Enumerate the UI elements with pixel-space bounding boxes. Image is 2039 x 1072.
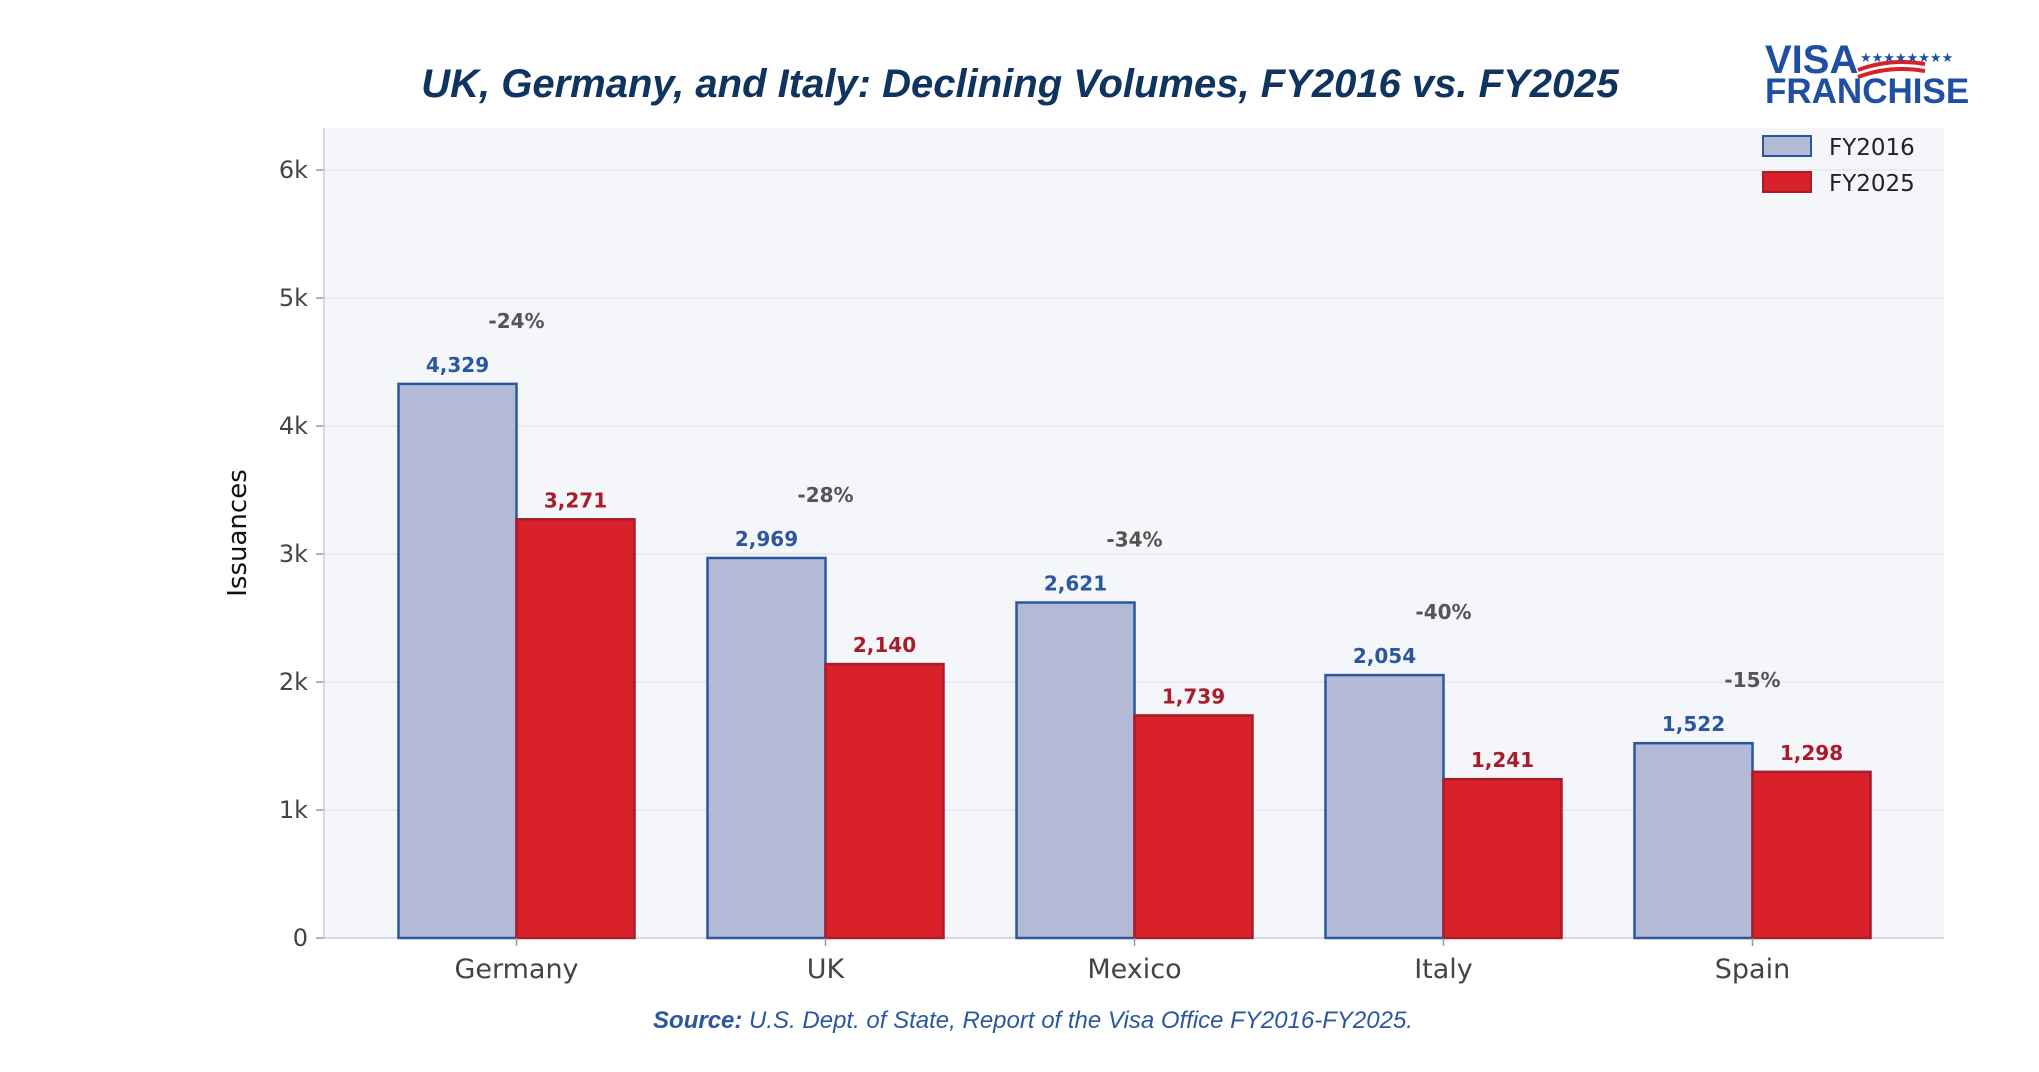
svg-text:★★★★★★★★: ★★★★★★★★ bbox=[1860, 51, 1953, 66]
x-tick-label: Italy bbox=[1414, 954, 1473, 985]
bar-fy2016-germany bbox=[397, 382, 518, 940]
bar-fy2025-uk bbox=[824, 662, 945, 940]
x-tick-label: Spain bbox=[1715, 954, 1790, 985]
pct-change-label: -34% bbox=[1106, 528, 1162, 552]
bar-fy2025-germany bbox=[515, 518, 636, 940]
bar-fy2016-uk bbox=[706, 556, 827, 940]
bar-fy2025-mexico bbox=[1133, 714, 1254, 940]
bar-fy2016-italy bbox=[1324, 673, 1445, 940]
flag-stripes-icon: ★★★★★★★★ bbox=[1857, 51, 1953, 79]
data-label-fy2016: 2,621 bbox=[1044, 572, 1107, 596]
chart-title: UK, Germany, and Italy: Declining Volume… bbox=[421, 62, 1619, 106]
x-tick-label: Mexico bbox=[1087, 954, 1181, 985]
data-label-fy2016: 4,329 bbox=[426, 353, 489, 377]
data-label-fy2016: 1,522 bbox=[1662, 712, 1725, 736]
pct-change-label: -40% bbox=[1415, 600, 1471, 624]
y-tick-label: 6k bbox=[279, 156, 308, 184]
source-prefix: Source: bbox=[653, 1007, 742, 1034]
logo-text-visa: VISA bbox=[1765, 38, 1858, 82]
y-axis-ticks: 0 1k 2k 3k 4k 5k 6k bbox=[279, 156, 324, 952]
legend-label-fy2016: FY2016 bbox=[1829, 135, 1915, 161]
y-tick-label: 1k bbox=[279, 796, 308, 824]
source-text: U.S. Dept. of State, Report of the Visa … bbox=[742, 1007, 1413, 1034]
y-tick-label: 2k bbox=[279, 668, 308, 696]
bar-fy2025-spain bbox=[1751, 770, 1872, 940]
pct-change-label: -15% bbox=[1724, 668, 1780, 692]
legend-swatch-fy2025 bbox=[1762, 171, 1812, 193]
data-label-fy2016: 2,969 bbox=[735, 527, 798, 551]
source-note: Source: U.S. Dept. of State, Report of t… bbox=[653, 1007, 1413, 1034]
data-label-fy2025: 1,298 bbox=[1780, 741, 1843, 765]
data-label-fy2025: 2,140 bbox=[853, 633, 916, 657]
logo-text-franchise: FRANCHISE bbox=[1765, 72, 1969, 111]
bar-fy2016-spain bbox=[1633, 741, 1754, 940]
y-tick-label: 0 bbox=[293, 924, 308, 952]
pct-change-label: -28% bbox=[797, 483, 853, 507]
x-tick-label: UK bbox=[807, 954, 846, 985]
y-tick-label: 3k bbox=[279, 540, 308, 568]
bar-fy2016-mexico bbox=[1015, 601, 1136, 940]
data-label-fy2025: 3,271 bbox=[544, 488, 607, 512]
x-tick-label: Germany bbox=[454, 954, 578, 985]
data-label-fy2016: 2,054 bbox=[1353, 644, 1416, 668]
visa-franchise-logo: VISA FRANCHISE ★★★★★★★★ bbox=[1765, 38, 1969, 111]
y-tick-label: 4k bbox=[279, 412, 308, 440]
legend: FY2016 FY2025 bbox=[1762, 135, 1915, 197]
y-axis-label: Issuances bbox=[223, 469, 253, 597]
y-tick-label: 5k bbox=[279, 284, 308, 312]
data-label-fy2025: 1,241 bbox=[1471, 748, 1534, 772]
data-label-fy2025: 1,739 bbox=[1162, 684, 1225, 708]
bar-fy2025-italy bbox=[1442, 777, 1563, 940]
pct-change-label: -24% bbox=[488, 309, 544, 333]
bars: 4,329 3,271 -24% 2,969 2,140 -28% 2,621 1,739 -3… bbox=[397, 309, 1872, 940]
x-axis-labels: Germany UK Mexico Italy Spain bbox=[454, 938, 1790, 985]
legend-label-fy2025: FY2025 bbox=[1829, 171, 1915, 197]
legend-swatch-fy2016 bbox=[1762, 135, 1812, 157]
